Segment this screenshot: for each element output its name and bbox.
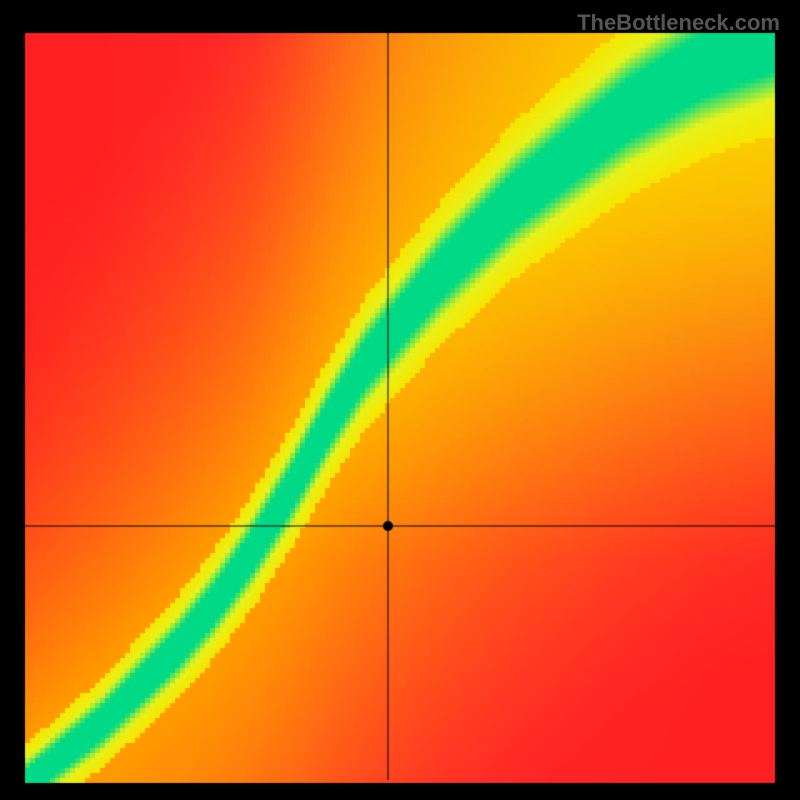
heatmap-canvas	[0, 0, 800, 800]
chart-container: TheBottleneck.com	[0, 0, 800, 800]
watermark-text: TheBottleneck.com	[577, 10, 780, 36]
